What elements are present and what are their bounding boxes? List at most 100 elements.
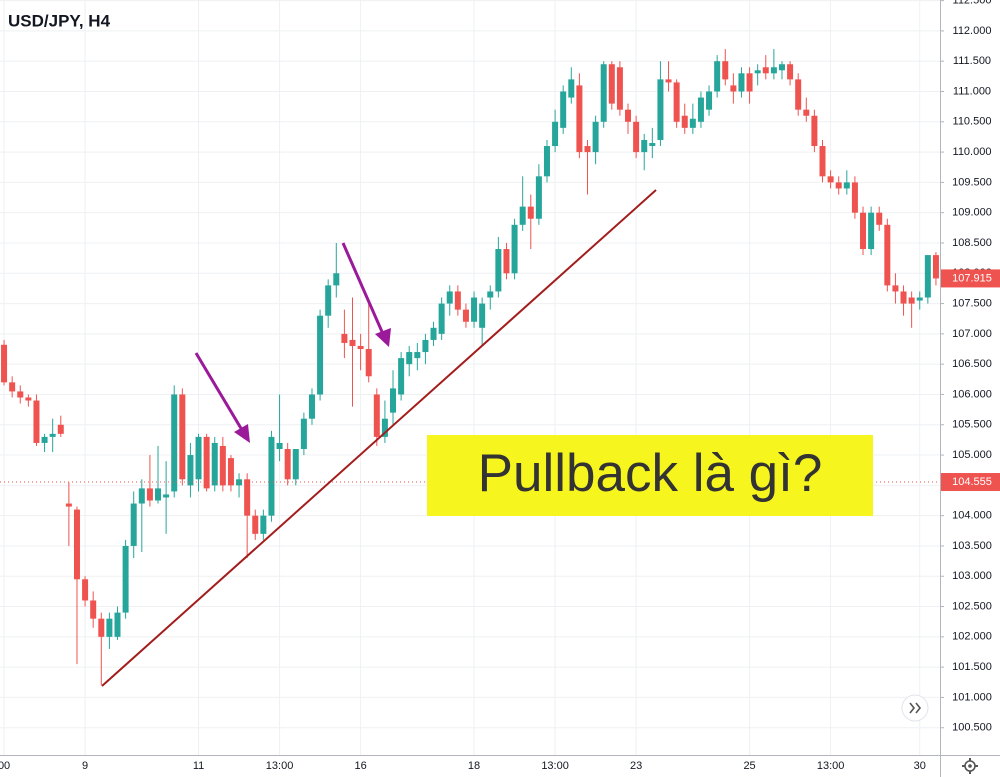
scroll-button[interactable] [901, 694, 929, 722]
candle-body [843, 182, 850, 189]
candle-body [406, 352, 413, 365]
candle-body [300, 418, 307, 450]
y-tick-label: 110.000 [953, 146, 992, 158]
plot [0, 49, 940, 686]
candle-body [357, 345, 364, 350]
candle-body [868, 212, 875, 250]
grid [0, 0, 940, 755]
candle-body [17, 391, 24, 398]
candle-body [616, 67, 623, 110]
candle-body [317, 315, 324, 395]
arrow [341, 242, 391, 347]
price-axis [940, 0, 1000, 777]
y-tick-label: 102.500 [952, 600, 992, 612]
candle-body [82, 579, 89, 601]
candle-body [657, 79, 664, 140]
price-tag [941, 473, 1000, 492]
candle-body [665, 79, 672, 83]
y-tick-label: 111.500 [953, 55, 991, 67]
candle-body [592, 121, 599, 153]
candle-body [778, 64, 785, 71]
candle-body [454, 291, 461, 310]
x-tick-label: 16 [354, 760, 366, 772]
candle-body [390, 388, 397, 413]
candle-body [600, 64, 607, 122]
candle-body [560, 91, 567, 128]
chart-title: USD/JPY, H4 [8, 11, 111, 30]
candle-body [244, 479, 251, 516]
candle-body [511, 224, 518, 274]
y-tick-label: 106.500 [952, 358, 992, 370]
candle-body [519, 206, 526, 225]
candle-body [495, 249, 502, 292]
y-tick-label: 112.000 [953, 25, 992, 37]
candle-body [422, 339, 429, 353]
candle-body [860, 212, 867, 250]
candle-body [576, 85, 583, 153]
annotation-box [427, 435, 873, 516]
candle-body [916, 297, 923, 301]
y-tick-label: 109.500 [952, 176, 992, 188]
candle-body [471, 297, 478, 322]
candle-body [146, 488, 153, 501]
x-tick-label: 13:00 [541, 760, 569, 772]
candle-body [90, 600, 97, 619]
candle-body [203, 436, 210, 489]
candle-body [811, 115, 818, 147]
candle-body [130, 503, 137, 546]
candle-body [236, 479, 243, 486]
candle-body [754, 70, 761, 74]
candle-body [446, 291, 453, 304]
candle-body [876, 212, 883, 225]
candle-body [25, 397, 32, 401]
candle-body [211, 442, 218, 486]
candle-body [681, 115, 688, 128]
candle-body [227, 458, 234, 486]
candle-body [155, 488, 162, 501]
x-tick-label: 30 [914, 760, 926, 772]
candle-body [365, 349, 372, 377]
candle-body [819, 146, 826, 177]
x-tick-label: 18 [468, 760, 480, 772]
trend-line [101, 189, 657, 687]
candle-body [568, 79, 575, 98]
candle-body [900, 291, 907, 304]
candle-body [697, 97, 704, 122]
candle-body [138, 488, 145, 504]
candle-body [1, 344, 8, 383]
candle-body [381, 418, 388, 437]
candle-body [762, 67, 769, 74]
candle-body [770, 67, 777, 74]
annotation: Pullback là gì? [478, 444, 823, 503]
candle-body [49, 433, 56, 437]
candle-body [57, 424, 64, 434]
candle-body [98, 618, 105, 637]
candle-body [479, 303, 486, 328]
candle-body [673, 82, 680, 122]
settings-icon[interactable] [962, 758, 978, 774]
price-tag-label: 104.555 [952, 476, 992, 488]
y-tick-label: 109.000 [952, 207, 992, 219]
y-tick-label: 101.000 [952, 691, 992, 703]
y-tick-label: 106.000 [952, 388, 992, 400]
candle-body [179, 394, 186, 480]
candle-body [106, 618, 113, 637]
x-tick-label: 23 [630, 760, 642, 772]
candle-body [706, 91, 713, 110]
candle-body [333, 273, 340, 286]
candle-body [65, 503, 72, 507]
candle-body [349, 339, 356, 346]
candle-body [608, 64, 615, 104]
y-tick-label: 112.500 [953, 0, 992, 7]
candle-body [730, 85, 737, 92]
x-tick-label: 25 [743, 760, 755, 772]
candle-body [438, 303, 445, 334]
candle-body [73, 509, 80, 580]
arrow [194, 352, 250, 443]
y-tick-label: 105.000 [952, 449, 992, 461]
candle-body [835, 182, 842, 189]
candle-body [892, 285, 899, 292]
